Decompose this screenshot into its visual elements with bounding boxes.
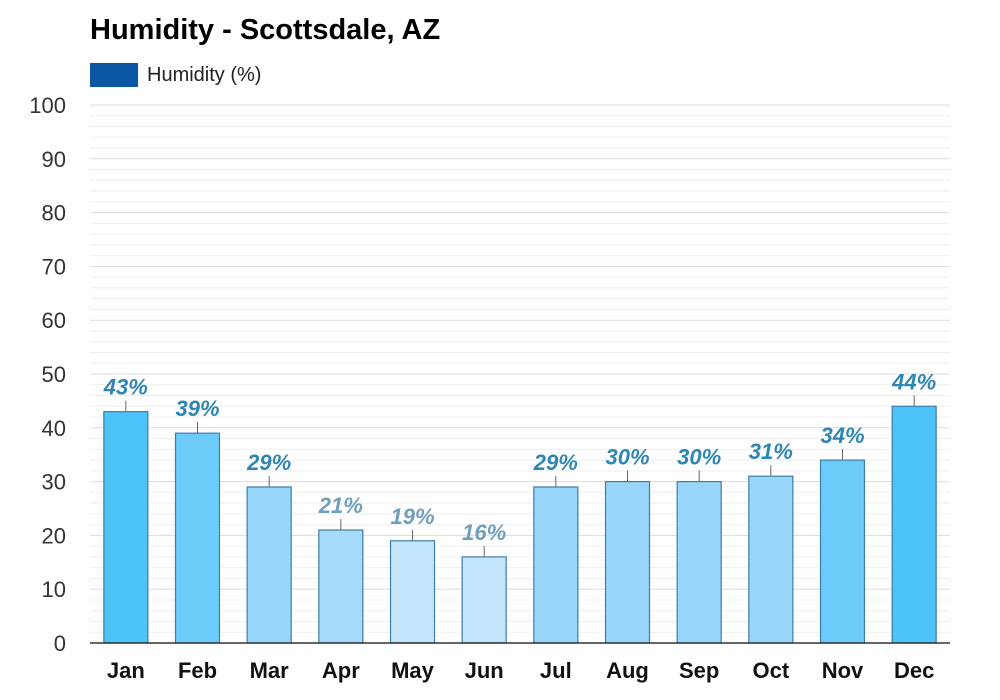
y-tick-label: 20 <box>42 523 66 548</box>
bar-aug <box>604 481 651 644</box>
bar-nov <box>819 459 866 644</box>
legend: Humidity (%) <box>90 62 261 88</box>
data-label: 30% <box>605 445 649 470</box>
y-tick-label: 40 <box>42 416 66 441</box>
data-label: 21% <box>318 493 363 518</box>
legend-swatch <box>90 63 138 87</box>
chart-title: Humidity - Scottsdale, AZ <box>90 14 441 46</box>
y-tick-label: 50 <box>42 362 66 387</box>
data-label: 29% <box>533 450 578 475</box>
data-label: 31% <box>749 439 793 464</box>
x-tick-label: Aug <box>606 658 649 683</box>
data-label: 30% <box>677 445 721 470</box>
data-label: 44% <box>891 369 936 394</box>
y-tick-label: 70 <box>42 254 66 279</box>
x-tick-label: Oct <box>752 658 789 683</box>
y-tick-label: 100 <box>29 93 66 118</box>
data-label: 19% <box>390 504 434 529</box>
bar-mar <box>246 486 292 644</box>
y-tick-label: 30 <box>42 470 66 495</box>
x-tick-label: May <box>391 658 435 683</box>
bar-jul <box>533 486 579 644</box>
data-label: 43% <box>103 375 148 400</box>
bar-may <box>389 540 436 644</box>
data-labels: 43% 39% 29% 21% 19% 16% 29% 30% 30% 31% 34% 44% <box>103 369 936 545</box>
x-tick-label: Jul <box>540 658 572 683</box>
y-tick-labels: 0 10 20 30 40 50 60 70 80 90 100 <box>29 93 66 656</box>
data-label: 39% <box>175 396 219 421</box>
grid-lines <box>90 104 950 633</box>
bar-apr <box>318 529 364 644</box>
x-tick-label: Dec <box>894 658 934 683</box>
y-tick-label: 60 <box>42 308 66 333</box>
x-tick-label: Sep <box>679 658 719 683</box>
bar-oct <box>748 475 794 644</box>
x-tick-label: Nov <box>822 658 864 683</box>
y-tick-label: 90 <box>42 147 66 172</box>
legend-label: Humidity (%) <box>147 63 262 86</box>
x-tick-label: Jan <box>107 658 145 683</box>
x-tick-label: Mar <box>250 658 290 683</box>
y-tick-label: 0 <box>54 631 66 656</box>
x-tick-labels: Jan Feb Mar Apr May Jun Jul Aug Sep Oct Nov Dec <box>107 658 934 683</box>
data-label: 29% <box>246 450 291 475</box>
y-tick-label: 10 <box>42 577 66 602</box>
data-label: 16% <box>462 520 506 545</box>
bar-jun <box>461 556 507 644</box>
data-label: 34% <box>820 423 864 448</box>
bar-feb <box>174 432 221 644</box>
bar-jan <box>103 411 149 644</box>
x-tick-label: Apr <box>322 658 360 683</box>
bars <box>103 395 937 644</box>
x-tick-label: Feb <box>178 658 217 683</box>
x-tick-label: Jun <box>465 658 504 683</box>
bar-dec <box>891 405 937 644</box>
bar-sep <box>676 481 722 644</box>
y-tick-label: 80 <box>42 201 66 226</box>
